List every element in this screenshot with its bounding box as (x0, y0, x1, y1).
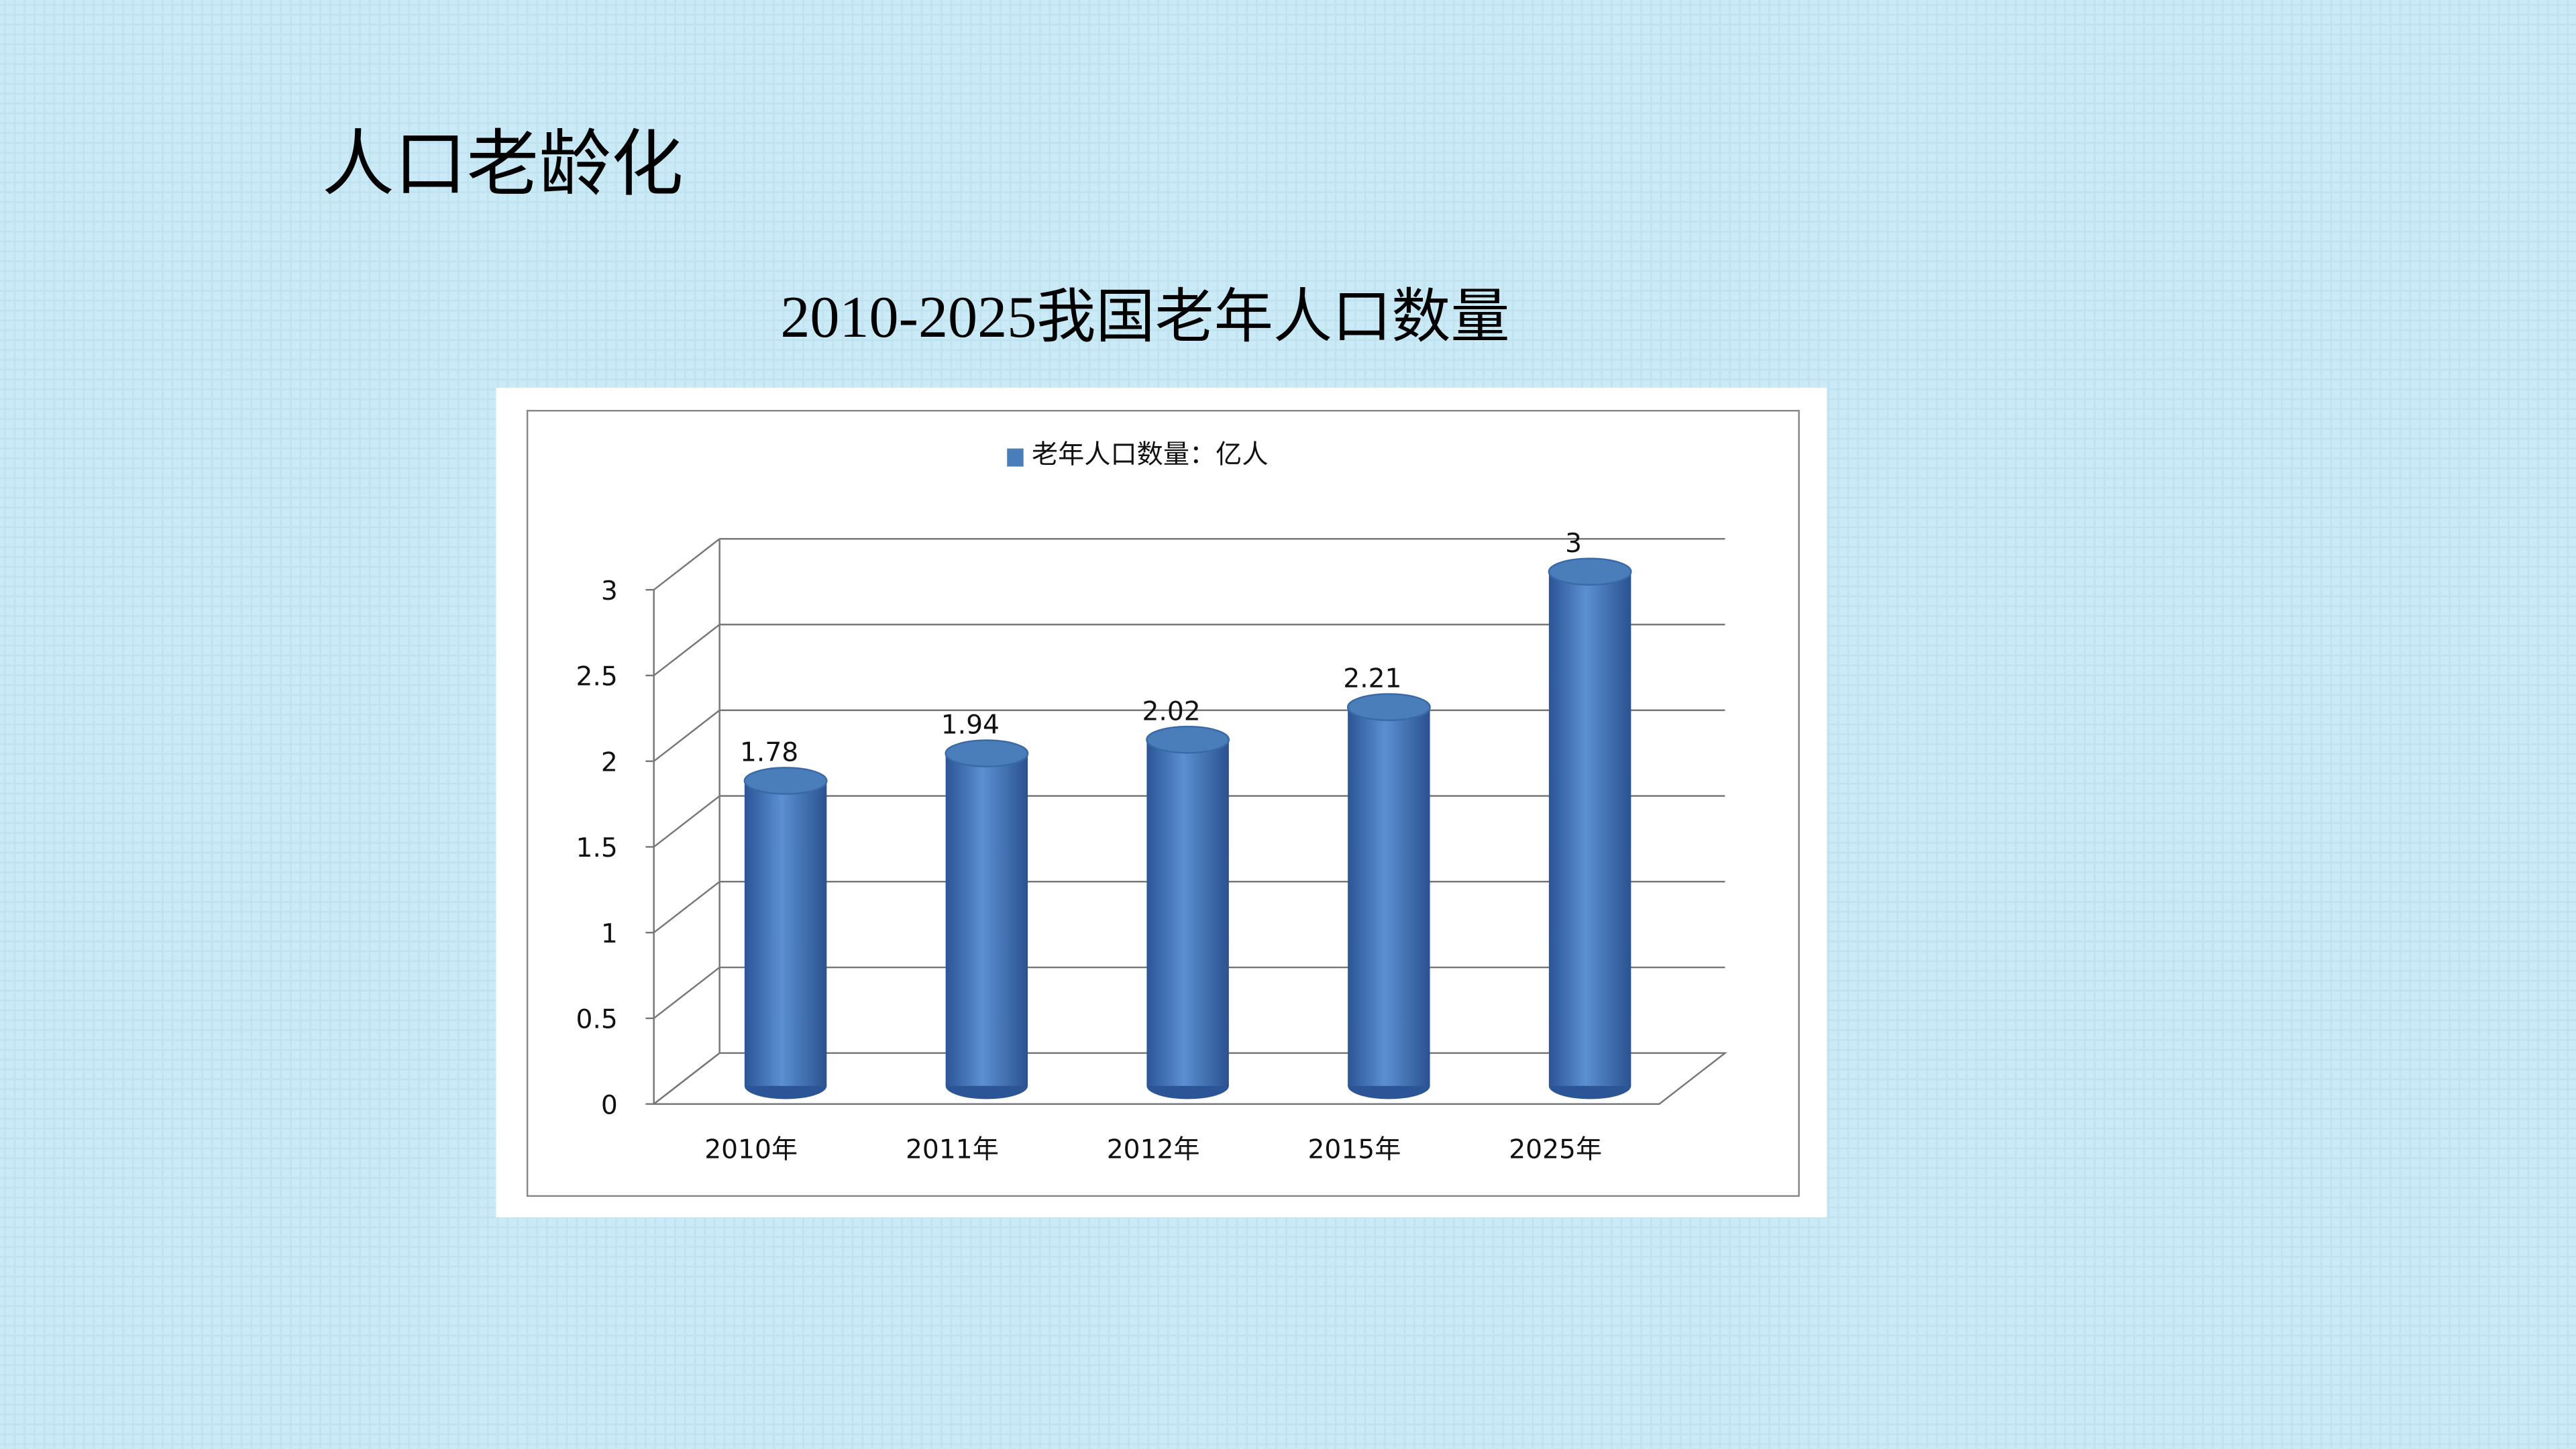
x-tick-label: 2012年 (1107, 1135, 1200, 1165)
bar (1348, 707, 1430, 1086)
y-tick-label: 1.5 (576, 833, 618, 863)
y-tick-label: 0 (601, 1090, 618, 1120)
page-title: 人口老龄化 (322, 125, 684, 205)
bar-top (1146, 725, 1230, 754)
bar-top (945, 739, 1029, 767)
data-label: 2.02 (1142, 696, 1201, 727)
x-tick-label: 2025年 (1509, 1135, 1602, 1165)
grid-line (653, 1052, 720, 1105)
bar (945, 753, 1028, 1086)
data-label: 1.94 (941, 710, 1000, 741)
data-label: 2.21 (1343, 664, 1401, 694)
y-tick-label: 3 (601, 576, 618, 606)
data-label: 1.78 (740, 738, 798, 768)
chart-title: 2010-2025我国老年人口数量 (780, 284, 1509, 350)
bar-top (1346, 693, 1431, 721)
grid-line (653, 881, 720, 934)
x-tick-label: 2010年 (704, 1135, 798, 1165)
grid-line (653, 795, 720, 848)
legend-label: 老年人口数量：亿人 (1032, 440, 1269, 470)
grid-line (653, 624, 720, 676)
x-tick-label: 2011年 (906, 1135, 999, 1165)
x-tick-label: 2015年 (1308, 1135, 1401, 1165)
bar-top (1548, 557, 1632, 586)
grid-line (653, 967, 720, 1019)
y-tick-label: 0.5 (576, 1005, 618, 1035)
y-tick-label: 2 (601, 747, 618, 777)
y-tick-label: 2.5 (576, 662, 618, 692)
y-tick-label: 1 (601, 919, 618, 949)
bar (744, 780, 827, 1086)
bar-top (743, 767, 828, 795)
grid-line (653, 709, 720, 762)
grid-line (653, 538, 720, 591)
bar (1548, 572, 1631, 1086)
plot-border (526, 410, 1800, 1197)
data-label: 3 (1565, 529, 1582, 559)
legend-swatch (1007, 448, 1024, 467)
bar (1146, 739, 1229, 1086)
